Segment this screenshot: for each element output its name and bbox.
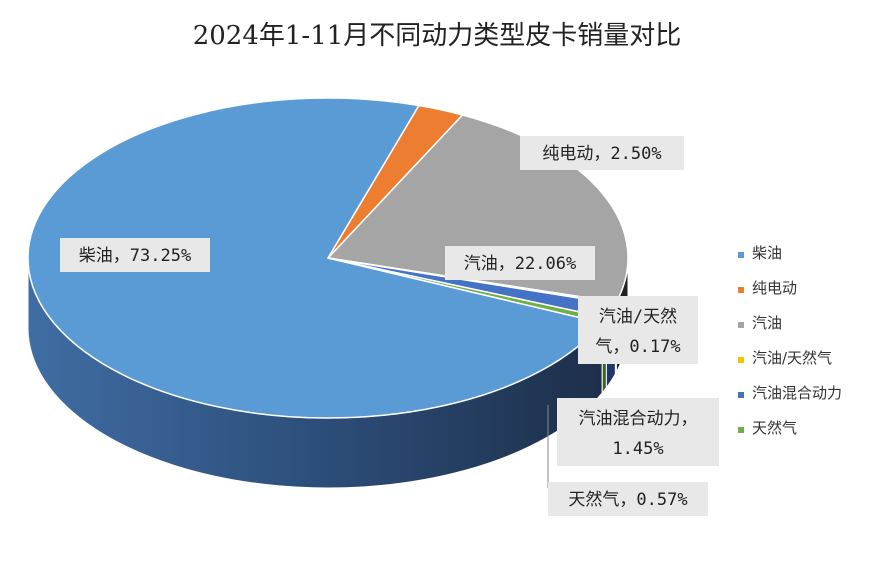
data-labels: 柴油，73.25% 纯电动，2.50% 汽油，22.06% 汽油/天然 气，0.… <box>60 136 719 516</box>
chart-title: 2024年1-11月不同动力类型皮卡销量对比 <box>193 21 682 51</box>
legend-label: 柴油 <box>752 244 782 262</box>
legend-label: 汽油/天然气 <box>752 349 832 367</box>
data-label-gas-cng-line1: 汽油/天然 <box>599 307 677 327</box>
legend-swatch <box>738 252 744 258</box>
data-label-diesel: 柴油，73.25% <box>60 238 210 272</box>
data-label-hybrid: 汽油混合动力， 1.45% <box>557 398 719 466</box>
legend-item-diesel: 柴油 <box>738 244 782 262</box>
legend-item-gasoline: 汽油 <box>738 314 782 332</box>
data-label-bev-text: 纯电动，2.50% <box>542 144 661 164</box>
data-label-hybrid-line1: 汽油混合动力， <box>579 409 698 429</box>
data-label-diesel-text: 柴油，73.25% <box>79 246 191 266</box>
legend-label: 天然气 <box>752 419 797 437</box>
data-label-bev: 纯电动，2.50% <box>520 136 684 170</box>
legend-label: 纯电动 <box>752 279 797 297</box>
data-label-gas-cng-line2: 气，0.17% <box>595 337 680 357</box>
data-label-hybrid-line2: 1.45% <box>612 439 663 459</box>
data-label-natural-gas-text: 天然气，0.57% <box>568 490 687 510</box>
legend-swatch <box>738 357 744 363</box>
data-label-gas-cng: 汽油/天然 气，0.17% <box>578 296 698 364</box>
data-label-gasoline-text: 汽油，22.06% <box>464 254 576 274</box>
data-label-gasoline: 汽油，22.06% <box>445 246 595 280</box>
legend-item-gas-cng: 汽油/天然气 <box>738 349 832 367</box>
legend-swatch <box>738 427 744 433</box>
legend-item-natural-gas: 天然气 <box>738 419 797 437</box>
legend-label: 汽油 <box>752 314 782 332</box>
legend-swatch <box>738 322 744 328</box>
data-label-natural-gas: 天然气，0.57% <box>548 482 708 516</box>
legend-swatch <box>738 392 744 398</box>
legend-label: 汽油混合动力 <box>752 384 842 402</box>
legend-item-hybrid: 汽油混合动力 <box>738 384 842 402</box>
pie-slice-diesel <box>27 97 604 419</box>
legend-item-bev: 纯电动 <box>738 279 797 297</box>
legend-swatch <box>738 287 744 293</box>
